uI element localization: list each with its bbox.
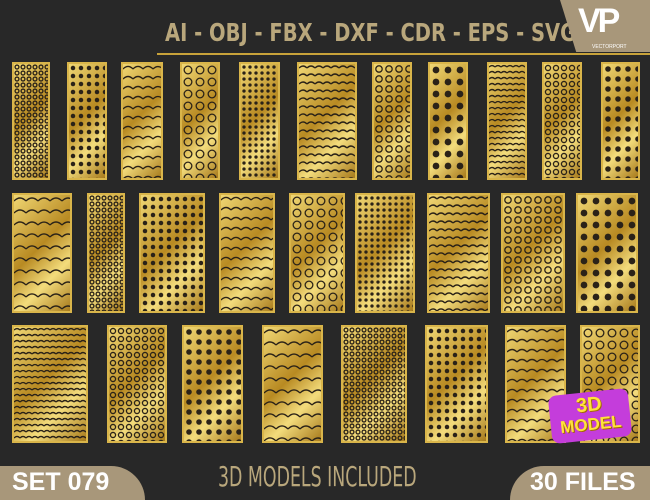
panel-pattern bbox=[507, 328, 564, 441]
decorative-panel bbox=[427, 193, 490, 313]
panel-pattern bbox=[429, 196, 488, 311]
divider bbox=[157, 53, 650, 55]
panel-pattern bbox=[70, 65, 105, 178]
decorative-panel bbox=[180, 62, 220, 180]
panel-pattern bbox=[504, 196, 562, 311]
decorative-panel bbox=[372, 62, 412, 180]
panel-pattern bbox=[544, 64, 580, 178]
panel-pattern bbox=[242, 65, 276, 177]
decorative-panel bbox=[425, 325, 488, 443]
panel-pattern bbox=[14, 327, 86, 439]
decorative-panel bbox=[542, 62, 582, 180]
panel-pattern bbox=[375, 65, 410, 178]
3d-model-badge: 3D MODEL bbox=[547, 387, 633, 445]
logo-mark: VP bbox=[578, 2, 620, 40]
panel-pattern bbox=[14, 197, 70, 310]
panel-pattern bbox=[428, 328, 486, 441]
decorative-panel bbox=[12, 193, 72, 313]
panel-pattern bbox=[186, 329, 241, 441]
decorative-panel bbox=[505, 325, 566, 443]
decorative-panel bbox=[87, 193, 125, 313]
decorative-panel bbox=[107, 325, 167, 443]
decorative-panel bbox=[501, 193, 565, 313]
panel-pattern bbox=[580, 197, 636, 311]
panel-pattern bbox=[292, 196, 343, 311]
decorative-panel bbox=[601, 62, 640, 180]
decorative-panel bbox=[297, 62, 357, 180]
decorative-panel bbox=[289, 193, 345, 313]
decorative-panel bbox=[12, 325, 88, 443]
set-tab bbox=[0, 466, 145, 500]
decorative-panel bbox=[139, 193, 205, 313]
panel-pattern bbox=[183, 65, 217, 178]
panel-pattern bbox=[264, 329, 321, 441]
decorative-panel bbox=[576, 193, 638, 313]
panel-pattern bbox=[221, 196, 273, 311]
panel-pattern bbox=[432, 66, 464, 178]
panel-pattern bbox=[489, 64, 525, 176]
decorative-panel bbox=[239, 62, 280, 180]
panel-pattern bbox=[358, 196, 413, 311]
decorative-panel bbox=[121, 62, 163, 180]
decorative-panel bbox=[428, 62, 468, 180]
decorative-panel bbox=[487, 62, 527, 180]
panel-pattern bbox=[605, 66, 638, 178]
set-label: SET 079 bbox=[12, 468, 110, 496]
decorative-panel bbox=[355, 193, 415, 313]
panel-pattern bbox=[142, 196, 203, 311]
panel-pattern bbox=[14, 64, 48, 178]
panel-pattern bbox=[123, 65, 161, 178]
panel-pattern bbox=[343, 327, 405, 441]
panel-pattern bbox=[109, 327, 165, 441]
logo-name: VECTORPORT bbox=[592, 44, 627, 50]
panel-pattern bbox=[299, 65, 355, 178]
file-formats: AI - OBJ - FBX - DXF - CDR - EPS - SVG bbox=[165, 18, 577, 47]
panel-pattern bbox=[89, 195, 123, 311]
decorative-panel bbox=[341, 325, 407, 443]
decorative-panel bbox=[67, 62, 107, 180]
files-tab bbox=[510, 466, 650, 500]
tagline: 3D MODELS INCLUDED bbox=[218, 460, 417, 493]
decorative-panel bbox=[12, 62, 50, 180]
decorative-panel bbox=[219, 193, 275, 313]
decorative-panel bbox=[182, 325, 243, 443]
logo-background bbox=[560, 0, 650, 52]
files-label: 30 FILES bbox=[530, 468, 636, 496]
decorative-panel bbox=[262, 325, 323, 443]
